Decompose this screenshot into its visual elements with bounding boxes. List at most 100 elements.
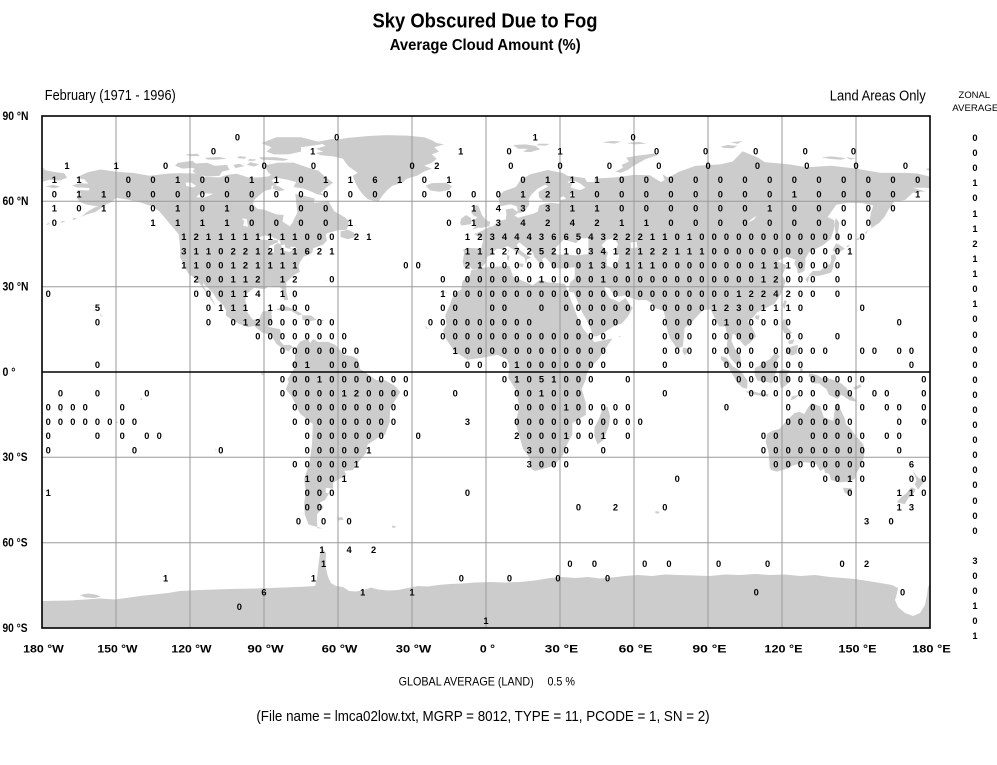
svg-text:1: 1 xyxy=(767,204,772,214)
svg-text:0: 0 xyxy=(329,403,334,413)
svg-text:4: 4 xyxy=(601,246,607,256)
svg-text:0: 0 xyxy=(329,332,334,342)
svg-text:0: 0 xyxy=(638,417,643,427)
svg-text:0: 0 xyxy=(539,303,544,313)
svg-text:0: 0 xyxy=(650,275,655,285)
svg-text:0: 0 xyxy=(761,374,766,384)
svg-text:150 °E: 150 °E xyxy=(838,644,877,656)
svg-text:6: 6 xyxy=(551,232,556,242)
svg-text:0: 0 xyxy=(576,374,581,384)
svg-text:3: 3 xyxy=(588,246,593,256)
svg-text:0: 0 xyxy=(46,445,51,455)
svg-text:0: 0 xyxy=(592,559,597,569)
svg-text:0: 0 xyxy=(321,517,326,527)
svg-text:0: 0 xyxy=(972,571,977,581)
svg-text:0: 0 xyxy=(605,573,610,583)
svg-text:0: 0 xyxy=(662,261,667,271)
svg-text:0: 0 xyxy=(317,502,322,512)
svg-text:1: 1 xyxy=(564,431,569,441)
svg-text:2: 2 xyxy=(594,218,599,228)
svg-text:0: 0 xyxy=(280,317,285,327)
svg-text:1: 1 xyxy=(342,389,347,399)
svg-text:0: 0 xyxy=(798,332,803,342)
svg-text:0: 0 xyxy=(305,488,310,498)
svg-text:0: 0 xyxy=(508,161,513,171)
svg-text:0: 0 xyxy=(625,289,630,299)
svg-text:0: 0 xyxy=(601,417,606,427)
svg-text:0: 0 xyxy=(440,303,445,313)
svg-text:0: 0 xyxy=(687,346,692,356)
svg-text:0: 0 xyxy=(810,431,815,441)
svg-text:0: 0 xyxy=(972,586,977,596)
svg-text:1: 1 xyxy=(268,303,273,313)
svg-text:2: 2 xyxy=(292,275,297,285)
svg-text:1: 1 xyxy=(348,175,353,185)
svg-text:0: 0 xyxy=(237,602,242,612)
svg-text:0: 0 xyxy=(803,147,808,157)
svg-text:0: 0 xyxy=(490,303,495,313)
svg-text:0: 0 xyxy=(798,261,803,271)
svg-text:0: 0 xyxy=(46,403,51,413)
svg-text:0: 0 xyxy=(70,403,75,413)
svg-text:180 °W: 180 °W xyxy=(23,644,64,656)
svg-text:0: 0 xyxy=(601,332,606,342)
svg-text:0: 0 xyxy=(83,403,88,413)
svg-text:0: 0 xyxy=(972,405,977,415)
svg-text:0: 0 xyxy=(527,289,532,299)
svg-text:0: 0 xyxy=(298,204,303,214)
svg-text:2: 2 xyxy=(761,289,766,299)
svg-text:0: 0 xyxy=(490,317,495,327)
svg-text:0: 0 xyxy=(588,346,593,356)
svg-text:0: 0 xyxy=(716,559,721,569)
svg-text:0: 0 xyxy=(884,403,889,413)
svg-text:0: 0 xyxy=(342,445,347,455)
svg-text:1: 1 xyxy=(570,204,575,214)
svg-text:0: 0 xyxy=(724,246,729,256)
svg-text:0: 0 xyxy=(539,360,544,370)
svg-text:0: 0 xyxy=(675,303,680,313)
svg-text:0: 0 xyxy=(305,502,310,512)
svg-text:0: 0 xyxy=(323,189,328,199)
svg-text:3: 3 xyxy=(520,204,525,214)
svg-text:0: 0 xyxy=(317,346,322,356)
svg-text:0: 0 xyxy=(823,474,828,484)
svg-text:2: 2 xyxy=(317,246,322,256)
svg-text:0: 0 xyxy=(446,218,451,228)
svg-text:0: 0 xyxy=(465,332,470,342)
svg-text:1: 1 xyxy=(601,431,606,441)
svg-text:0: 0 xyxy=(749,275,754,285)
svg-text:1: 1 xyxy=(465,246,470,256)
svg-text:0: 0 xyxy=(644,204,649,214)
svg-text:1: 1 xyxy=(638,261,643,271)
svg-text:0: 0 xyxy=(724,346,729,356)
svg-text:0: 0 xyxy=(490,332,495,342)
svg-text:1: 1 xyxy=(773,261,778,271)
svg-text:6: 6 xyxy=(305,246,310,256)
svg-text:0: 0 xyxy=(798,232,803,242)
svg-text:0: 0 xyxy=(126,175,131,185)
svg-text:3: 3 xyxy=(736,303,741,313)
svg-text:0: 0 xyxy=(601,360,606,370)
svg-text:0: 0 xyxy=(810,403,815,413)
svg-text:0: 0 xyxy=(218,246,223,256)
svg-text:1: 1 xyxy=(218,232,223,242)
svg-text:0: 0 xyxy=(798,289,803,299)
svg-text:0: 0 xyxy=(786,403,791,413)
svg-text:0: 0 xyxy=(317,445,322,455)
svg-text:0: 0 xyxy=(305,232,310,242)
svg-text:0: 0 xyxy=(329,275,334,285)
svg-text:1: 1 xyxy=(101,189,106,199)
svg-text:0: 0 xyxy=(329,346,334,356)
svg-text:0: 0 xyxy=(668,218,673,228)
svg-text:0: 0 xyxy=(502,275,507,285)
svg-text:0: 0 xyxy=(675,332,680,342)
svg-text:0: 0 xyxy=(163,161,168,171)
svg-text:0: 0 xyxy=(761,445,766,455)
svg-text:1: 1 xyxy=(761,303,766,313)
svg-text:0: 0 xyxy=(654,147,659,157)
svg-text:0: 0 xyxy=(687,289,692,299)
svg-text:0: 0 xyxy=(317,332,322,342)
svg-text:150 °W: 150 °W xyxy=(97,644,138,656)
svg-text:1: 1 xyxy=(366,232,371,242)
svg-text:0: 0 xyxy=(224,175,229,185)
